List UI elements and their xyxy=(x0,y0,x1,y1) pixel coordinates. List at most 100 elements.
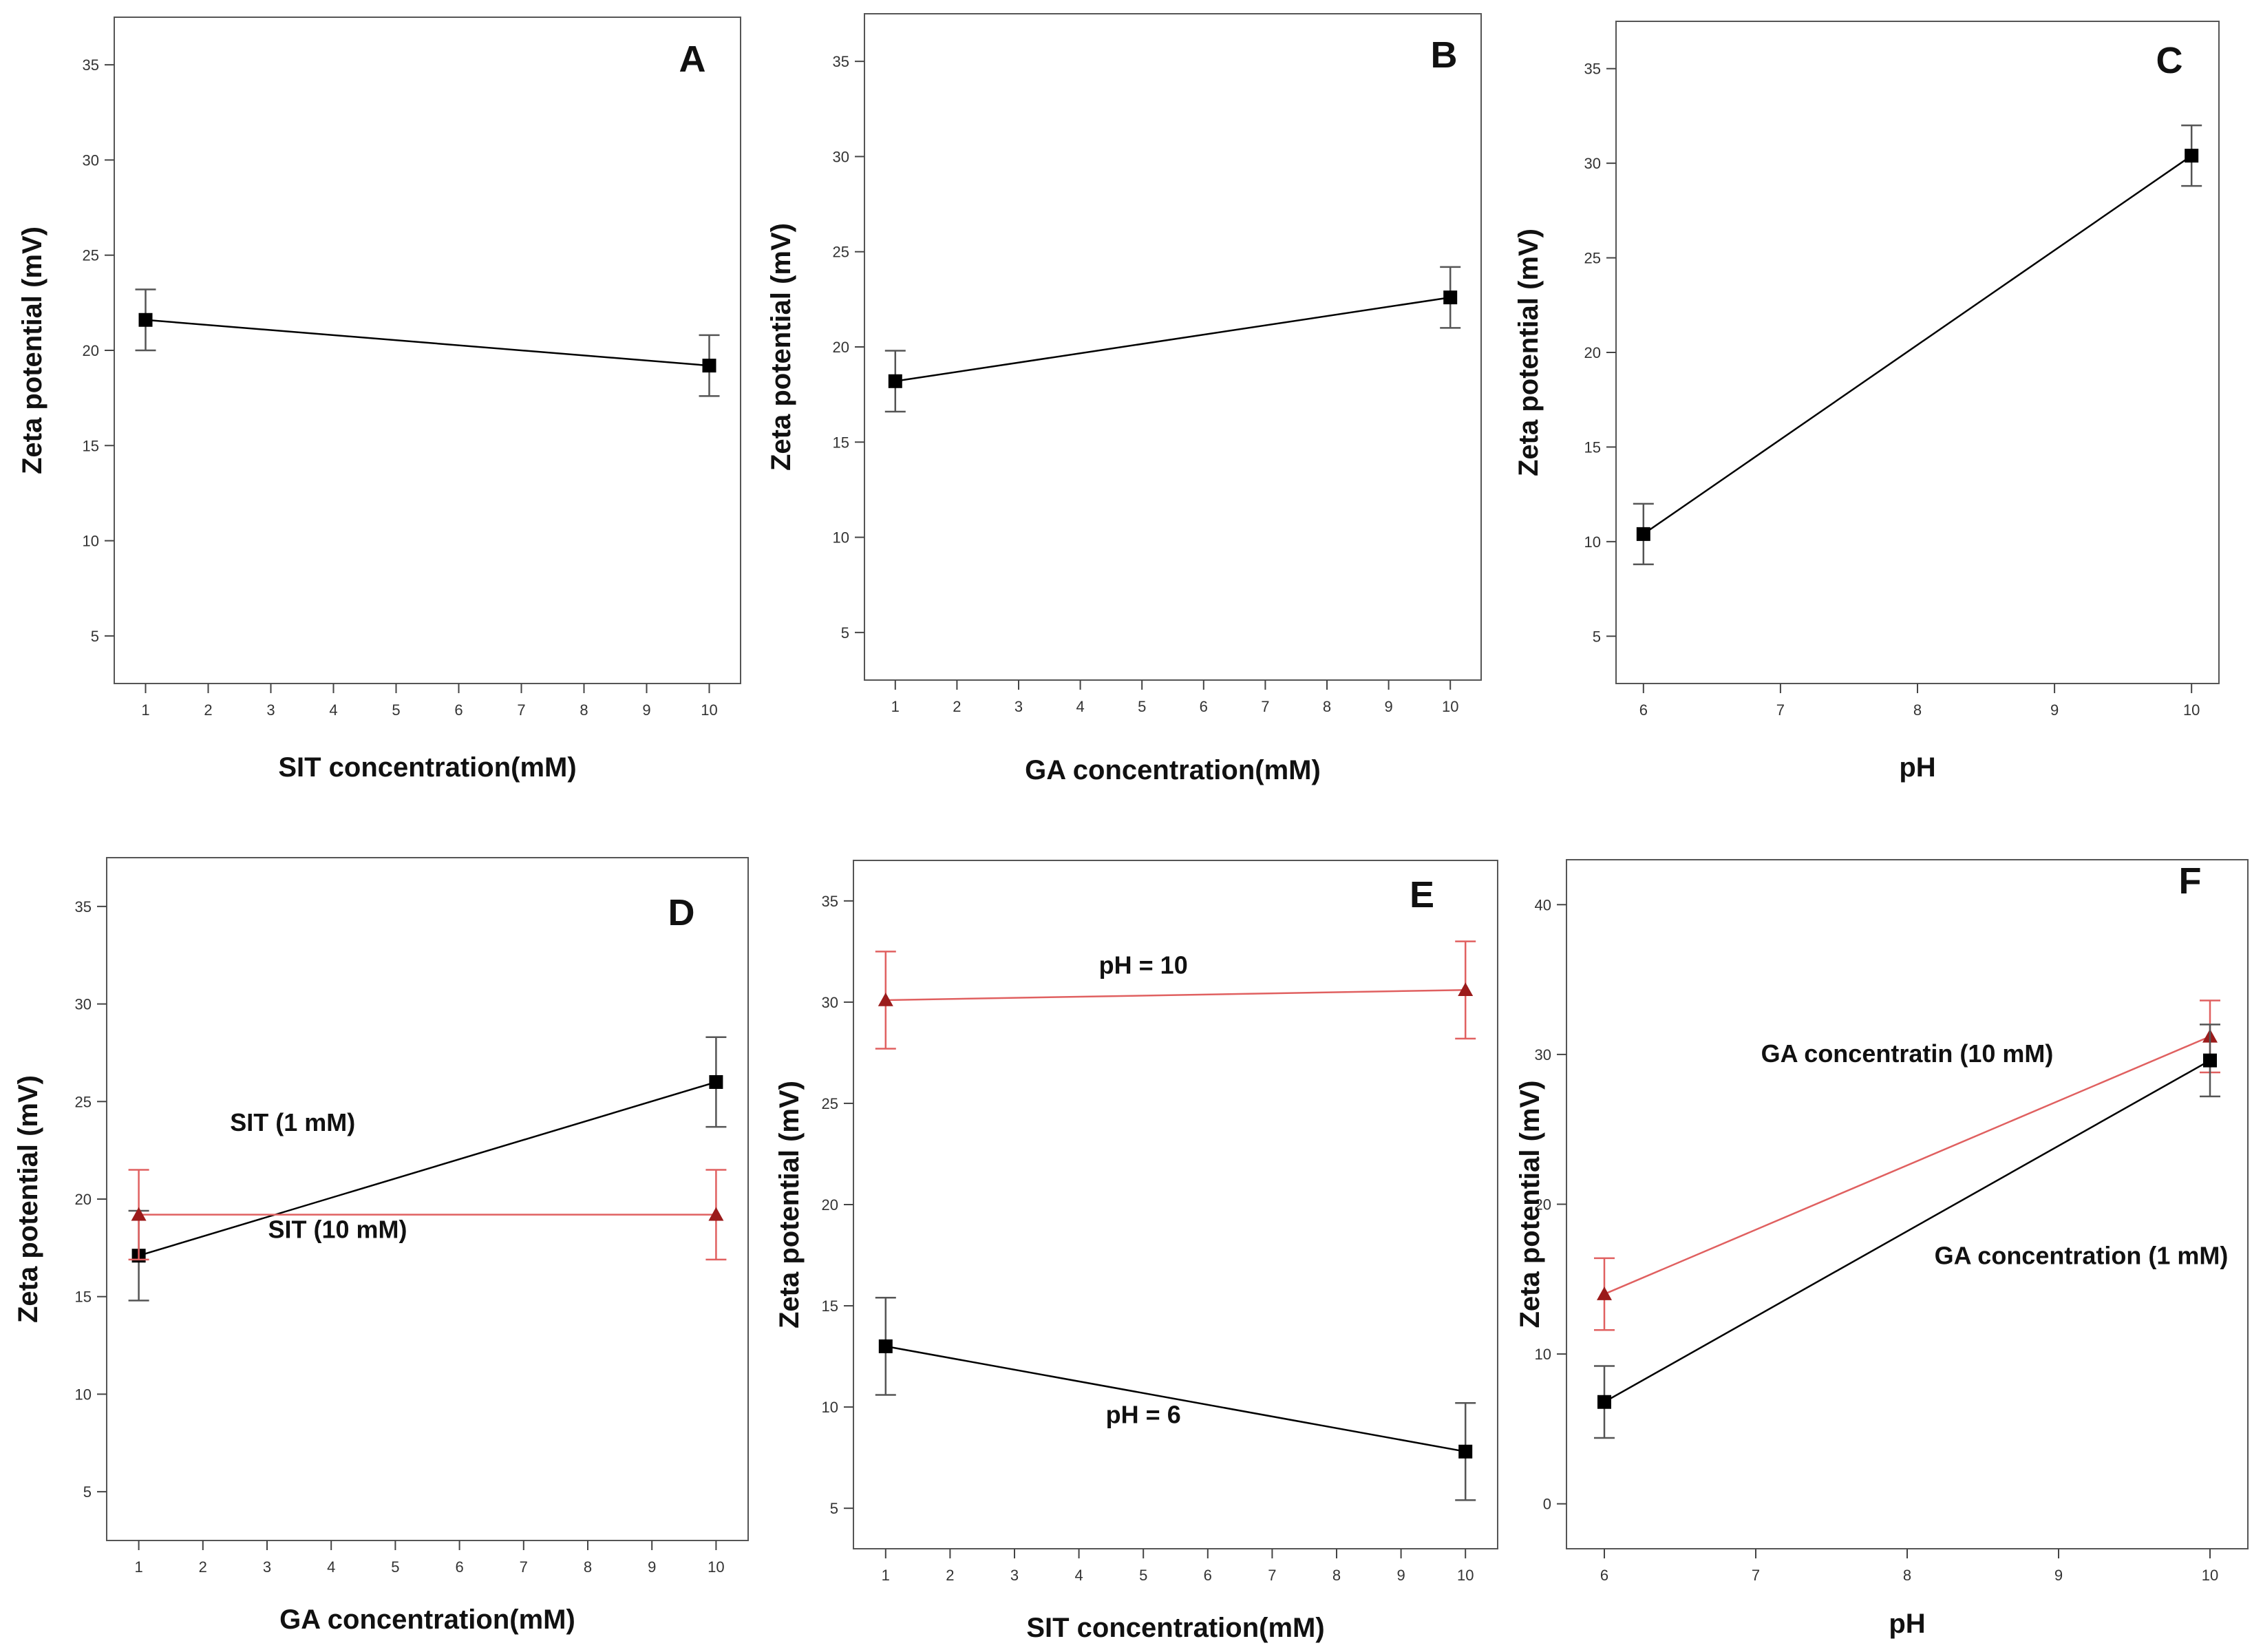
y-axis-label: Zeta potential (mV) xyxy=(1515,1080,1545,1328)
x-tick-label: 5 xyxy=(392,701,400,719)
data-point-triangle xyxy=(131,1207,147,1221)
y-tick-label: 25 xyxy=(1584,250,1601,267)
x-tick-label: 6 xyxy=(455,1558,463,1576)
panel-letter: B xyxy=(1431,34,1458,76)
x-tick-label: 1 xyxy=(141,701,149,719)
data-point-triangle xyxy=(1458,982,1474,997)
x-tick-label: 4 xyxy=(329,701,337,719)
x-tick-label: 7 xyxy=(1752,1567,1760,1584)
x-tick-label: 8 xyxy=(1323,698,1331,715)
y-tick-label: 0 xyxy=(1543,1496,1551,1513)
x-tick-label: 7 xyxy=(1776,701,1785,719)
x-tick-label: 1 xyxy=(891,698,900,715)
y-tick-label: 30 xyxy=(833,148,849,165)
data-point-square xyxy=(1597,1395,1611,1409)
y-tick-label: 30 xyxy=(83,151,99,169)
y-tick-label: 20 xyxy=(75,1191,92,1208)
x-tick-label: 3 xyxy=(1014,698,1023,715)
y-tick-label: 5 xyxy=(1593,628,1601,645)
y-tick-label: 10 xyxy=(1535,1346,1551,1363)
x-tick-label: 9 xyxy=(648,1558,656,1576)
data-point-square xyxy=(2185,149,2199,163)
y-axis-label: Zeta potential (mV) xyxy=(17,226,47,474)
y-tick-label: 20 xyxy=(833,339,849,356)
y-tick-label: 20 xyxy=(822,1196,838,1214)
x-axis-label: SIT concentration(mM) xyxy=(278,752,576,783)
series-line-red xyxy=(1604,1035,2211,1295)
y-tick-label: 15 xyxy=(1584,438,1601,456)
plot-frame xyxy=(1615,21,2220,684)
x-tick-label: 4 xyxy=(1076,698,1084,715)
y-tick-label: 15 xyxy=(822,1298,838,1315)
x-tick-label: 3 xyxy=(263,1558,271,1576)
data-point-square xyxy=(702,359,716,373)
y-tick-label: 30 xyxy=(822,994,838,1011)
x-tick-label: 10 xyxy=(1442,698,1458,715)
series-annotation: GA concentratin (10 mM) xyxy=(1761,1039,2054,1068)
x-tick-label: 9 xyxy=(1396,1567,1405,1584)
series-line-black xyxy=(1604,1059,2211,1403)
x-tick-label: 10 xyxy=(2202,1567,2218,1584)
x-axis-label: pH xyxy=(1899,752,1935,783)
x-axis-label: pH xyxy=(1889,1609,1925,1639)
panel-letter: C xyxy=(2156,40,2183,81)
y-tick-label: 25 xyxy=(83,247,99,264)
x-tick-label: 1 xyxy=(882,1567,890,1584)
x-tick-label: 8 xyxy=(580,701,588,719)
series-annotation: SIT (10 mM) xyxy=(268,1216,407,1244)
x-axis-label: GA concentration(mM) xyxy=(279,1605,575,1635)
y-axis-label: Zeta potential (mV) xyxy=(766,223,796,471)
x-tick-label: 6 xyxy=(454,701,463,719)
y-tick-label: 30 xyxy=(1535,1046,1551,1063)
y-tick-label: 10 xyxy=(75,1386,92,1403)
x-tick-label: 1 xyxy=(134,1558,142,1576)
y-tick-label: 35 xyxy=(822,893,838,910)
x-tick-label: 3 xyxy=(266,701,275,719)
y-tick-label: 5 xyxy=(830,1500,838,1517)
data-point-square xyxy=(1636,527,1650,541)
y-tick-label: 10 xyxy=(83,533,99,550)
panel-letter: F xyxy=(2179,860,2202,902)
y-tick-label: 20 xyxy=(83,342,99,359)
panel-letter: E xyxy=(1410,874,1434,915)
y-tick-label: 10 xyxy=(833,529,849,547)
y-tick-label: 25 xyxy=(822,1095,838,1112)
plot-frame xyxy=(114,17,741,684)
x-tick-label: 2 xyxy=(199,1558,207,1576)
x-tick-label: 5 xyxy=(1139,1567,1147,1584)
x-tick-label: 9 xyxy=(642,701,650,719)
x-tick-label: 6 xyxy=(1204,1567,1212,1584)
x-tick-label: 6 xyxy=(1639,701,1648,719)
y-tick-label: 10 xyxy=(1584,533,1601,551)
x-tick-label: 2 xyxy=(953,698,961,715)
y-tick-label: 35 xyxy=(83,56,99,74)
x-tick-label: 9 xyxy=(1384,698,1392,715)
panel-d: 1 2 3 4 5 6 7 8 9 10 5 10 15 20 25 30 35 GA concentration… xyxy=(13,857,749,1635)
y-tick-label: 15 xyxy=(833,434,849,451)
series-line-black xyxy=(145,319,710,367)
x-tick-label: 3 xyxy=(1010,1567,1019,1584)
panel-letter: A xyxy=(679,39,706,80)
series-annotation: GA concentration (1 mM) xyxy=(1935,1242,2229,1270)
y-tick-label: 40 xyxy=(1535,896,1551,913)
x-tick-label: 8 xyxy=(1913,701,1922,719)
plot-frame xyxy=(864,13,1482,681)
panel-b: 1 2 3 4 5 6 7 8 9 10 5 10 15 20 25 30 35 GA concentration… xyxy=(766,13,1482,785)
series-line-red xyxy=(885,988,1466,1002)
x-tick-label: 7 xyxy=(520,1558,528,1576)
x-tick-label: 5 xyxy=(1138,698,1146,715)
y-axis-label: Zeta potential (mV) xyxy=(1513,229,1544,476)
x-tick-label: 4 xyxy=(327,1558,335,1576)
y-tick-label: 5 xyxy=(91,628,99,645)
x-tick-label: 7 xyxy=(1268,1567,1276,1584)
data-point-square xyxy=(1443,290,1458,305)
panel-c: 6 7 8 9 10 5 10 15 20 25 30 35 pH Zeta potential (mV)… xyxy=(1513,21,2220,783)
series-line-black xyxy=(885,1345,1466,1453)
x-axis-label: SIT concentration(mM) xyxy=(1026,1613,1324,1643)
y-tick-label: 20 xyxy=(1535,1196,1551,1214)
y-tick-label: 35 xyxy=(833,53,849,70)
y-tick-label: 35 xyxy=(75,898,92,915)
x-axis-label: GA concentration(mM) xyxy=(1025,755,1321,785)
x-tick-label: 6 xyxy=(1200,698,1208,715)
